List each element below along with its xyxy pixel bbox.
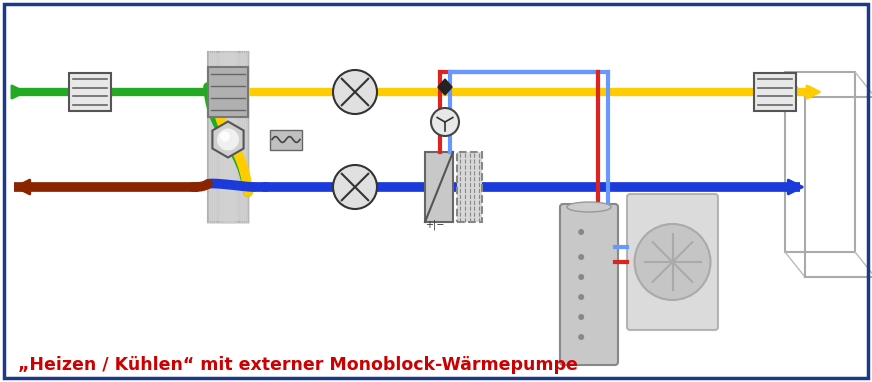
Circle shape [578,229,584,235]
Text: +|−: +|− [425,220,445,230]
FancyBboxPatch shape [208,67,248,117]
Circle shape [578,254,584,260]
FancyBboxPatch shape [627,194,718,330]
FancyBboxPatch shape [270,129,302,149]
Ellipse shape [567,202,611,212]
Text: „Heizen / Kühlen“ mit externer Monoblock-Wärmepumpe: „Heizen / Kühlen“ mit externer Monoblock… [18,356,578,374]
Circle shape [635,224,711,300]
Circle shape [431,108,459,136]
Circle shape [578,314,584,320]
Ellipse shape [220,131,230,141]
FancyBboxPatch shape [754,73,796,111]
FancyBboxPatch shape [69,73,111,111]
Polygon shape [438,79,452,95]
FancyBboxPatch shape [208,52,248,222]
Ellipse shape [217,128,239,151]
Circle shape [578,274,584,280]
Circle shape [333,165,377,209]
FancyBboxPatch shape [457,152,482,222]
Polygon shape [213,121,243,157]
Circle shape [333,70,377,114]
FancyBboxPatch shape [560,204,618,365]
Circle shape [578,334,584,340]
Circle shape [578,294,584,300]
FancyBboxPatch shape [425,152,453,222]
